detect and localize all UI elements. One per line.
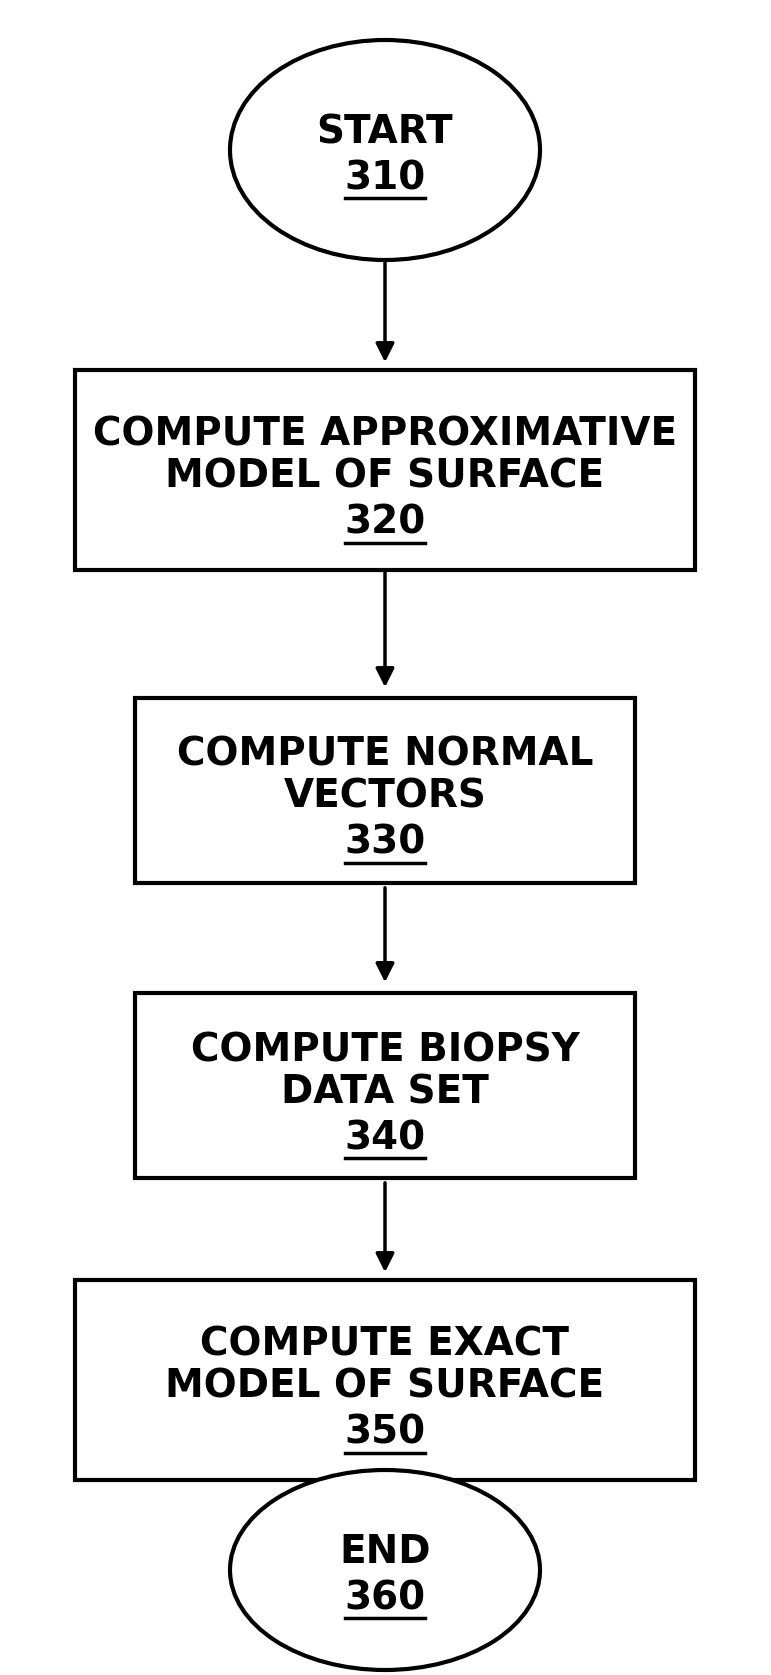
Ellipse shape xyxy=(230,1471,540,1670)
Text: 340: 340 xyxy=(345,1119,426,1157)
Ellipse shape xyxy=(230,40,540,260)
FancyBboxPatch shape xyxy=(75,370,695,570)
Text: MODEL OF SURFACE: MODEL OF SURFACE xyxy=(166,1368,604,1405)
Text: COMPUTE BIOPSY: COMPUTE BIOPSY xyxy=(190,1032,579,1069)
Text: VECTORS: VECTORS xyxy=(284,777,487,816)
Text: 350: 350 xyxy=(345,1414,426,1452)
Text: COMPUTE EXACT: COMPUTE EXACT xyxy=(200,1327,570,1363)
Text: END: END xyxy=(339,1533,431,1571)
Text: 330: 330 xyxy=(345,824,426,863)
FancyBboxPatch shape xyxy=(135,993,635,1178)
Text: 310: 310 xyxy=(345,159,426,198)
Text: COMPUTE APPROXIMATIVE: COMPUTE APPROXIMATIVE xyxy=(93,415,677,454)
Text: 360: 360 xyxy=(345,1580,426,1616)
Text: MODEL OF SURFACE: MODEL OF SURFACE xyxy=(166,457,604,496)
Text: 320: 320 xyxy=(345,504,426,543)
FancyBboxPatch shape xyxy=(75,1280,695,1481)
Text: COMPUTE NORMAL: COMPUTE NORMAL xyxy=(177,735,593,774)
Text: DATA SET: DATA SET xyxy=(281,1074,489,1111)
FancyBboxPatch shape xyxy=(135,697,635,883)
Text: START: START xyxy=(317,112,453,151)
